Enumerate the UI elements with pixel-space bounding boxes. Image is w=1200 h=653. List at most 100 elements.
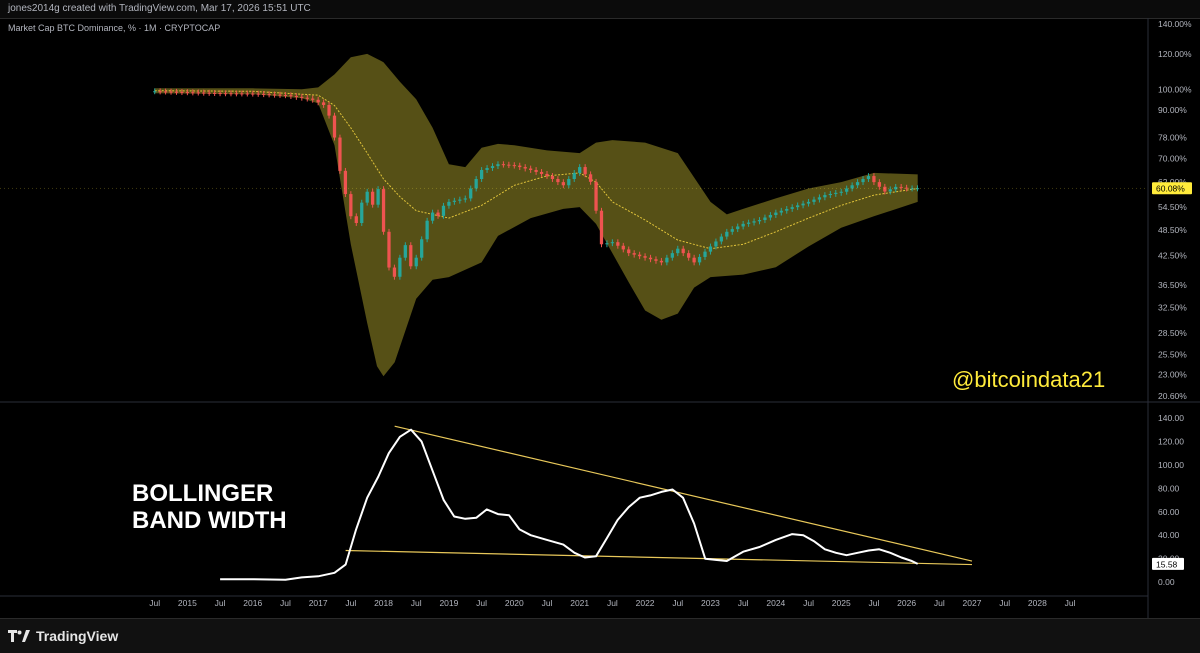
candles-layer xyxy=(153,88,920,280)
time-tick-label: 2023 xyxy=(701,598,720,608)
candle-body xyxy=(469,188,473,199)
candle-body xyxy=(632,253,636,255)
bbw-tick-label: 100.00 xyxy=(1158,460,1184,470)
candle-body xyxy=(676,248,680,254)
tradingview-brand: TradingView xyxy=(36,628,119,644)
candle-body xyxy=(349,194,353,217)
candle-body xyxy=(687,253,691,258)
bbw-trendline xyxy=(394,425,973,562)
last-price-badge xyxy=(1152,182,1192,195)
candle-body xyxy=(883,186,887,192)
candle-body xyxy=(332,115,337,138)
candle-body xyxy=(594,181,598,211)
candle-body xyxy=(223,93,228,95)
time-tick-label: Jul xyxy=(149,598,160,608)
candle-body xyxy=(578,167,582,173)
time-tick-label: Jul xyxy=(1065,598,1076,608)
candle-body xyxy=(420,239,424,258)
candle-body xyxy=(763,217,767,221)
candle-body xyxy=(839,191,843,193)
candle-body xyxy=(321,102,326,105)
candle-body xyxy=(752,221,756,223)
candle-body xyxy=(392,267,397,277)
last-price-label: 60.08% xyxy=(1156,184,1185,194)
price-tick-label: 140.00% xyxy=(1158,19,1192,29)
bbw-last-label: 15.58 xyxy=(1156,559,1178,569)
candle-body xyxy=(191,92,195,94)
time-tick-label: Jul xyxy=(803,598,814,608)
bollinger-band-fill xyxy=(154,53,918,377)
candle-body xyxy=(272,94,277,96)
candle-body xyxy=(316,99,320,103)
time-tick-label: Jul xyxy=(868,598,879,608)
candle-body xyxy=(300,96,304,98)
candle-body xyxy=(556,179,560,183)
candle-body xyxy=(588,174,593,182)
candle-body xyxy=(501,164,506,166)
time-tick-label: Jul xyxy=(738,598,749,608)
candle-body xyxy=(915,188,920,190)
candle-body xyxy=(398,257,402,277)
candle-body xyxy=(534,169,538,172)
tradingview-logo[interactable]: TradingView xyxy=(8,628,118,644)
candle-body xyxy=(637,254,642,257)
bbw-tick-label: 40.00 xyxy=(1158,530,1180,540)
candle-body xyxy=(746,222,751,224)
bbw-layer xyxy=(220,425,973,581)
price-tick-label: 20.60% xyxy=(1158,391,1187,401)
candle-body xyxy=(654,259,658,261)
candle-body xyxy=(523,167,527,169)
candle-body xyxy=(904,187,909,189)
candle-body xyxy=(894,186,898,190)
candle-body xyxy=(305,97,309,99)
candle-body xyxy=(730,229,734,232)
candle-body xyxy=(621,245,625,250)
candle-body xyxy=(289,95,293,97)
price-tick-label: 100.00% xyxy=(1158,84,1192,94)
candle-body xyxy=(234,93,239,95)
candle-body xyxy=(703,251,707,257)
candle-body xyxy=(354,216,358,224)
candle-body xyxy=(910,188,914,190)
candle-body xyxy=(866,176,871,180)
price-tick-label: 78.00% xyxy=(1158,133,1187,143)
candle-body xyxy=(441,205,446,216)
time-tick-label: Jul xyxy=(542,598,553,608)
candle-body xyxy=(229,93,233,95)
candle-body xyxy=(207,92,211,94)
grid-layer xyxy=(0,18,1200,618)
candle-body xyxy=(180,91,184,93)
bbw-trendline xyxy=(345,549,973,566)
candle-body xyxy=(447,201,451,206)
candle-body xyxy=(888,189,892,192)
candle-body xyxy=(474,179,478,189)
candle-body xyxy=(850,185,854,189)
time-tick-label: Jul xyxy=(411,598,422,608)
time-tick-label: 2028 xyxy=(1028,598,1047,608)
candle-body xyxy=(714,241,718,247)
candle-body xyxy=(256,93,260,95)
candle-body xyxy=(278,94,282,96)
candle-body xyxy=(240,93,244,95)
candle-body xyxy=(796,205,800,208)
candle-body xyxy=(343,170,348,195)
time-tick-label: Jul xyxy=(607,598,618,608)
candle-body xyxy=(163,91,168,93)
candle-body xyxy=(403,245,407,258)
candle-body xyxy=(529,168,533,170)
price-tick-label: 48.50% xyxy=(1158,225,1187,235)
candle-body xyxy=(605,243,609,245)
candle-body xyxy=(539,171,544,174)
candle-body xyxy=(458,199,462,201)
creator-text: jones2014g created with TradingView.com,… xyxy=(8,3,311,14)
candle-body xyxy=(360,202,364,224)
bbw-line xyxy=(220,428,919,581)
candle-body xyxy=(262,93,266,95)
price-tick-label: 36.50% xyxy=(1158,280,1187,290)
time-tick-label: Jul xyxy=(672,598,683,608)
chart-canvas[interactable]: 140.00% 120.00% 100.00% 90.00% 78.00% 70.00% 6… xyxy=(0,18,1200,618)
bollinger-band-layer xyxy=(154,53,918,377)
candle-body xyxy=(153,91,157,93)
candle-body xyxy=(245,93,249,95)
candle-body xyxy=(610,242,615,244)
